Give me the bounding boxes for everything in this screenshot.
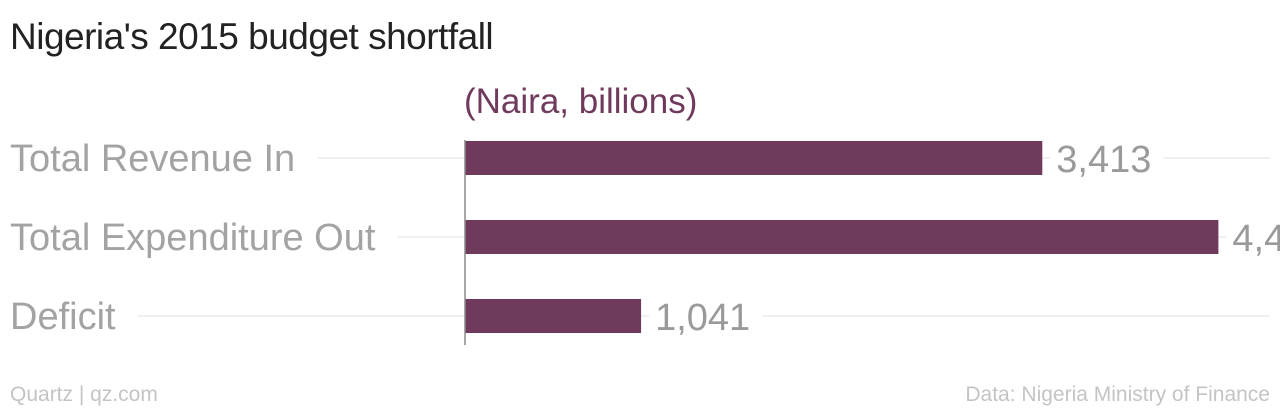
value-label: 1,041 (655, 297, 750, 339)
footer-source: Data: Nigeria Ministry of Finance (965, 383, 1270, 406)
footer-credit: Quartz | qz.com (10, 383, 158, 406)
bar (465, 299, 642, 333)
bar (465, 141, 1043, 175)
category-label: Total Revenue In (10, 138, 295, 180)
chart-subtitle: (Naira, billions) (464, 82, 698, 121)
value-label: 3,413 (1056, 139, 1151, 181)
chart-title: Nigeria's 2015 budget shortfall (10, 16, 494, 57)
category-label: Deficit (10, 296, 116, 338)
value-label: 4,454 (1232, 218, 1280, 260)
value-label-backdrop (1226, 231, 1280, 243)
value-label-backdrop (1050, 152, 1164, 164)
value-label-backdrop (649, 310, 763, 322)
bar (465, 220, 1219, 254)
category-label: Total Expenditure Out (10, 217, 376, 259)
